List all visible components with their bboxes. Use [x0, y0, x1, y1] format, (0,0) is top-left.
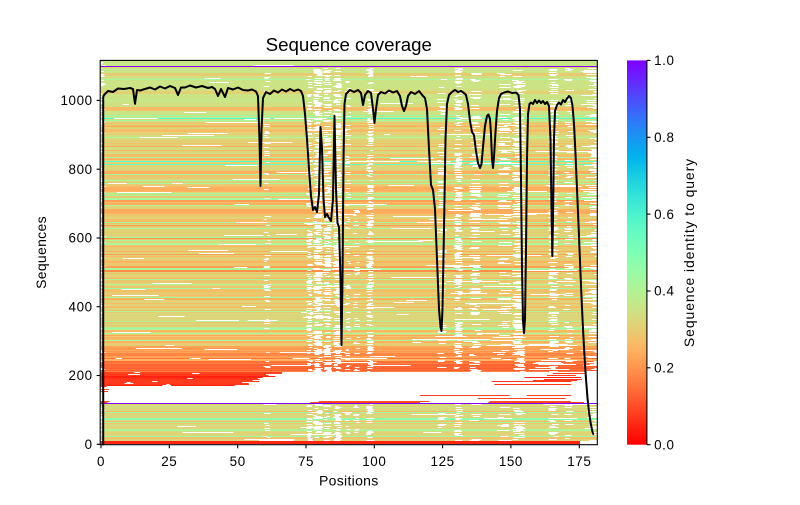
svg-text:150: 150: [499, 454, 523, 469]
svg-text:50: 50: [230, 454, 246, 469]
svg-text:200: 200: [69, 368, 93, 383]
svg-text:Positions: Positions: [319, 473, 379, 489]
svg-text:0.0: 0.0: [654, 437, 674, 452]
svg-text:Sequences: Sequences: [33, 216, 49, 289]
svg-text:0.8: 0.8: [654, 130, 674, 145]
svg-text:25: 25: [161, 454, 177, 469]
svg-text:0.4: 0.4: [654, 284, 674, 299]
svg-text:1000: 1000: [60, 93, 92, 108]
svg-text:75: 75: [298, 454, 314, 469]
svg-text:0.6: 0.6: [654, 207, 674, 222]
svg-text:1.0: 1.0: [654, 53, 674, 68]
svg-text:600: 600: [69, 231, 93, 246]
svg-text:175: 175: [567, 454, 591, 469]
svg-text:0: 0: [97, 454, 105, 469]
svg-text:Sequence identity to query: Sequence identity to query: [681, 158, 697, 347]
svg-text:0: 0: [85, 437, 93, 452]
svg-text:800: 800: [69, 162, 93, 177]
svg-text:400: 400: [69, 299, 93, 314]
svg-text:100: 100: [362, 454, 386, 469]
svg-text:125: 125: [431, 454, 455, 469]
svg-text:Sequence coverage: Sequence coverage: [266, 34, 432, 55]
svg-text:0.2: 0.2: [654, 361, 674, 376]
